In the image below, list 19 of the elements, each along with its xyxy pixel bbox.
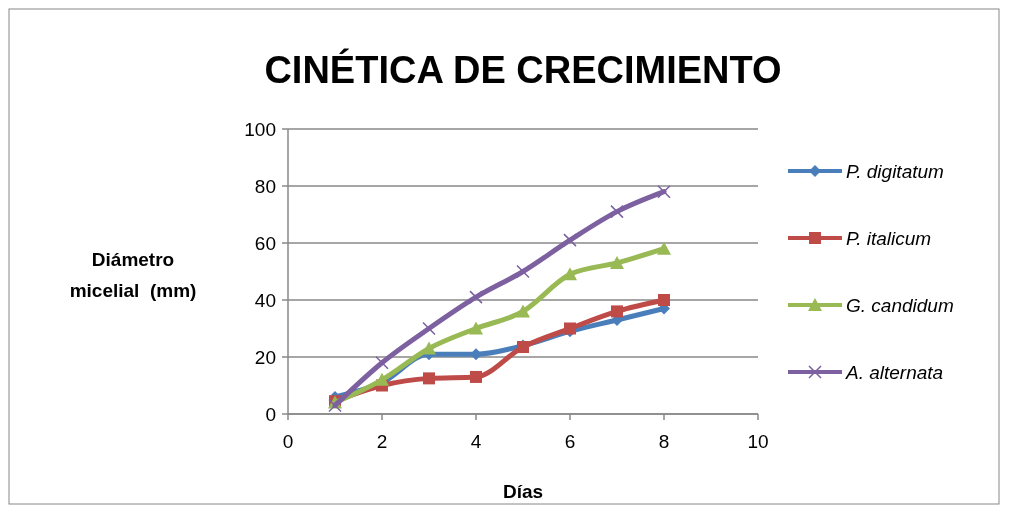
y-tick-label: 100 — [244, 118, 276, 140]
y-tick-label: 60 — [254, 232, 276, 254]
x-tick-label: 2 — [376, 431, 388, 452]
x-tick-label: 10 — [747, 431, 769, 452]
y-axis-title: Diámetro micelial (mm) — [69, 249, 197, 301]
x-tick-label: 8 — [658, 431, 670, 452]
y-tick-label: 0 — [265, 403, 276, 425]
y-tick-label: 40 — [254, 289, 276, 311]
legend-label: P. italicum — [846, 227, 932, 249]
legend-label: A. alternata — [845, 361, 944, 383]
legend-label: G. candidum — [846, 294, 954, 316]
x-tick-label: 4 — [470, 431, 482, 452]
x-tick-label: 0 — [282, 431, 294, 452]
x-tick-label: 6 — [564, 431, 576, 452]
x-axis-title: Días — [502, 481, 544, 502]
chart-title: CINÉTICA DE CRECIMIENTO — [264, 48, 782, 91]
legend-label: P. digitatum — [846, 160, 944, 182]
y-tick-label: 80 — [254, 175, 276, 197]
y-tick-label: 20 — [254, 346, 276, 368]
